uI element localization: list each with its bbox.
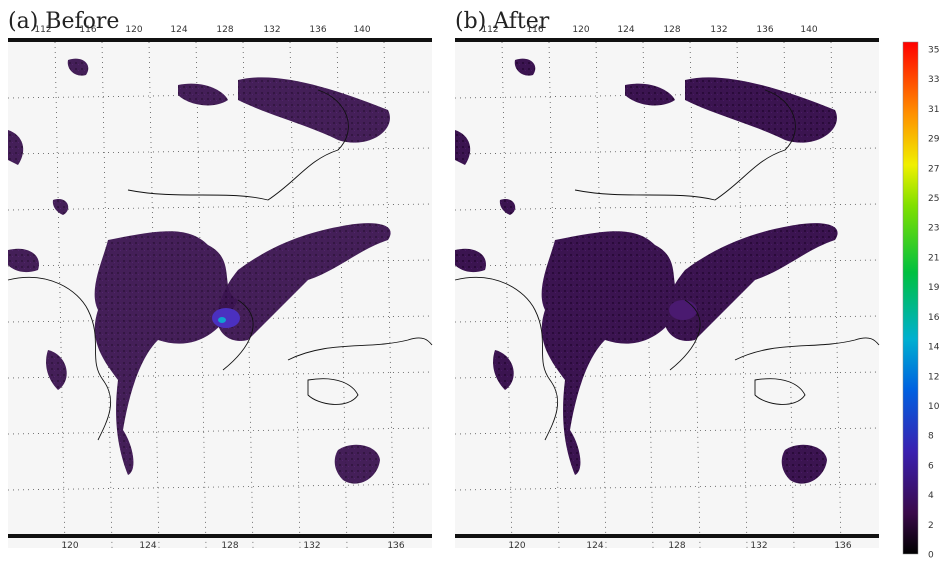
precipitation-area — [664, 223, 838, 341]
colorbar-label: 21 — [928, 253, 939, 263]
graticule — [454, 259, 880, 267]
top-frame — [455, 38, 879, 42]
colorbar — [902, 41, 919, 555]
bottom-tick-label: 120 — [508, 541, 525, 551]
top-tick-label: 140 — [353, 25, 370, 35]
precipitation-area — [178, 83, 228, 106]
precipitation-area — [781, 444, 827, 484]
top-tick-label: 140 — [800, 25, 817, 35]
bottom-tick-label: 124 — [139, 541, 156, 551]
panel-caption: (a) Before — [8, 9, 119, 34]
bottom-tick-label: 132 — [750, 541, 767, 551]
top-tick-label: 116 — [526, 25, 543, 35]
precipitation-area — [8, 130, 24, 165]
graticule — [7, 483, 433, 491]
bottom-tick-label: 120 — [61, 541, 78, 551]
bottom-frame — [8, 534, 432, 538]
bottom-tick-label: 132 — [303, 541, 320, 551]
graticule — [7, 91, 433, 99]
colorbar-label: 25 — [928, 194, 939, 204]
graticule — [454, 147, 880, 155]
top-tick-label: 128 — [663, 25, 680, 35]
precipitation-area — [493, 350, 514, 390]
precipitation-area — [52, 198, 69, 215]
precipitation-core — [212, 308, 240, 328]
top-tick-label: 136 — [756, 25, 773, 35]
precipitation-area — [625, 83, 675, 106]
top-tick-label: 120 — [125, 25, 142, 35]
bottom-tick-label: 128 — [221, 541, 238, 551]
top-tick-label: 128 — [216, 25, 233, 35]
precipitation-area — [238, 77, 390, 143]
precipitation-core — [669, 300, 697, 320]
colorbar-label: 29 — [928, 135, 940, 145]
precipitation-area — [94, 231, 239, 475]
colorbar-label: 12 — [928, 372, 939, 382]
colorbar-label: 14 — [928, 343, 940, 353]
colorbar-label: 33 — [928, 75, 939, 85]
top-tick-label: 112 — [34, 25, 51, 35]
colorbar-label: 23 — [928, 224, 939, 234]
top-tick-label: 132 — [710, 25, 727, 35]
bottom-tick-label: 136 — [834, 541, 851, 551]
precipitation-area — [455, 130, 471, 165]
colorbar-label: 10 — [928, 402, 940, 412]
graticule — [7, 315, 433, 323]
colorbar-label: 0 — [928, 551, 934, 561]
graticule — [454, 483, 880, 491]
precipitation-area — [67, 58, 89, 76]
precipitation-area — [217, 223, 391, 341]
precipitation-area — [685, 77, 837, 143]
colorbar-label: 19 — [928, 283, 940, 293]
colorbar-label: 4 — [928, 491, 934, 501]
graticule — [7, 147, 433, 155]
graticule — [7, 259, 433, 267]
bottom-tick-label: 136 — [387, 541, 404, 551]
bottom-tick-label: 124 — [586, 541, 603, 551]
precipitation-area — [541, 231, 685, 475]
precipitation-area — [499, 198, 516, 215]
colorbar-label: 6 — [928, 461, 934, 471]
colorbar-label: 8 — [928, 432, 934, 442]
colorbar-label: 16 — [928, 313, 940, 323]
top-tick-label: 132 — [263, 25, 280, 35]
top-tick-label: 116 — [79, 25, 96, 35]
top-tick-label: 120 — [572, 25, 589, 35]
graticule — [454, 427, 880, 435]
top-frame — [8, 38, 432, 42]
graticule — [7, 371, 433, 379]
bottom-tick-label: 128 — [668, 541, 685, 551]
bottom-frame — [455, 534, 879, 538]
precipitation-area — [8, 248, 39, 273]
precipitation-area — [46, 350, 67, 390]
coastline — [454, 89, 880, 441]
top-tick-label: 112 — [481, 25, 498, 35]
colorbar-label: 2 — [928, 521, 934, 531]
colorbar-label: 35 — [928, 46, 939, 56]
coastline — [7, 89, 433, 441]
graticule — [7, 203, 433, 211]
graticule — [454, 315, 880, 323]
precipitation-area — [455, 248, 486, 273]
colorbar-label: 27 — [928, 164, 939, 174]
precipitation-peak — [218, 317, 226, 323]
graticule — [7, 427, 433, 435]
graticule — [454, 203, 880, 211]
precipitation-area — [334, 444, 380, 484]
precipitation-area — [514, 58, 536, 76]
top-tick-label: 136 — [309, 25, 326, 35]
panel-caption: (b) After — [455, 9, 550, 34]
top-tick-label: 124 — [170, 25, 187, 35]
colorbar-label: 31 — [928, 105, 939, 115]
graticule — [454, 371, 880, 379]
graticule — [454, 91, 880, 99]
top-tick-label: 124 — [617, 25, 634, 35]
